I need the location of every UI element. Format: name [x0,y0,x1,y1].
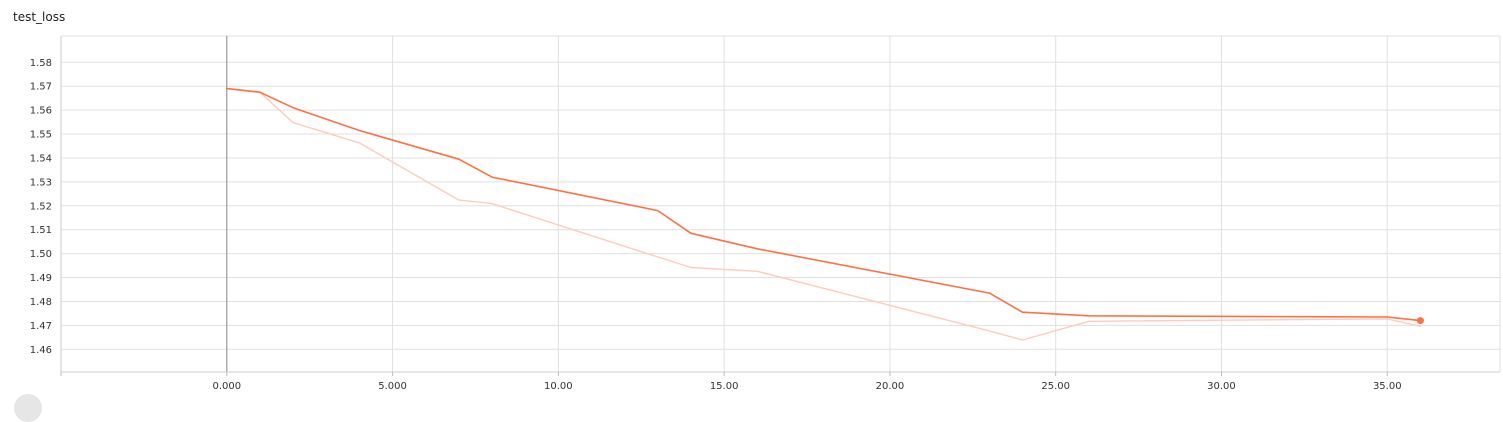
y-tick-label: 1.50 [30,249,52,260]
y-tick-label: 1.57 [30,82,52,93]
series-layer [226,87,1424,341]
grid [61,35,1501,372]
raw-series-line [226,87,1422,341]
y-tick-label: 1.52 [30,201,52,212]
y-tick-label: 1.56 [30,106,52,117]
x-tick-label: 10.00 [544,381,573,392]
x-tick-label: 30.00 [1207,381,1236,392]
x-tick-label: 25.00 [1041,381,1070,392]
y-tick-label: 1.58 [30,58,52,69]
y-tick-label: 1.55 [30,130,52,141]
toggle-icon[interactable] [14,394,42,422]
last-point-marker [1416,317,1424,325]
tick-labels: 1.46 1.47 1.48 1.49 1.50 1.51 1.52 1.53 1.54 1.55… [30,58,1402,392]
chart-title: test_loss [13,10,66,24]
smoothed-series-line [226,87,1422,322]
y-tick-label: 1.48 [30,297,52,308]
x-tick-label: 15.00 [710,381,739,392]
x-tick-label: 0.000 [212,381,241,392]
y-tick-label: 1.49 [30,273,52,284]
line-chart: 1.46 1.47 1.48 1.49 1.50 1.51 1.52 1.53 1.54 1.55… [30,35,1501,392]
y-tick-label: 1.53 [30,177,52,188]
axes [60,36,1500,376]
x-tick-label: 5.000 [378,381,407,392]
x-tick-label: 20.00 [876,381,905,392]
y-tick-label: 1.47 [30,321,52,332]
y-tick-label: 1.54 [30,153,52,164]
y-tick-label: 1.46 [30,345,52,356]
y-tick-label: 1.51 [30,225,52,236]
x-tick-label: 35.00 [1373,381,1402,392]
